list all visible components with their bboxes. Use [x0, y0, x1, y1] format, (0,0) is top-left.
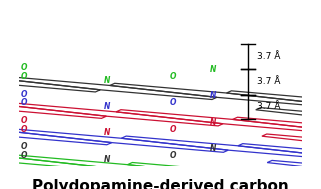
Text: O: O [21, 143, 27, 151]
Text: N: N [210, 91, 216, 100]
Text: 3.7 Å: 3.7 Å [257, 77, 280, 86]
Text: O: O [21, 125, 27, 134]
Text: N: N [210, 144, 216, 153]
Text: N: N [104, 76, 110, 85]
Text: Polydopamine-derived carbon: Polydopamine-derived carbon [32, 179, 289, 189]
Text: N: N [104, 128, 110, 137]
Text: N: N [210, 118, 216, 127]
Text: O: O [21, 151, 27, 160]
Text: O: O [170, 151, 177, 160]
Text: O: O [170, 72, 177, 81]
Text: N: N [104, 155, 110, 164]
Text: 3.7 Å: 3.7 Å [257, 52, 280, 61]
Text: O: O [21, 116, 27, 125]
Text: 3.7 Å: 3.7 Å [257, 102, 280, 112]
Text: O: O [21, 72, 27, 81]
Text: N: N [210, 65, 216, 74]
Text: O: O [21, 90, 27, 99]
Text: O: O [170, 125, 177, 134]
Text: O: O [21, 63, 27, 72]
Text: N: N [104, 102, 110, 111]
Text: O: O [170, 98, 177, 108]
Text: O: O [21, 98, 27, 108]
